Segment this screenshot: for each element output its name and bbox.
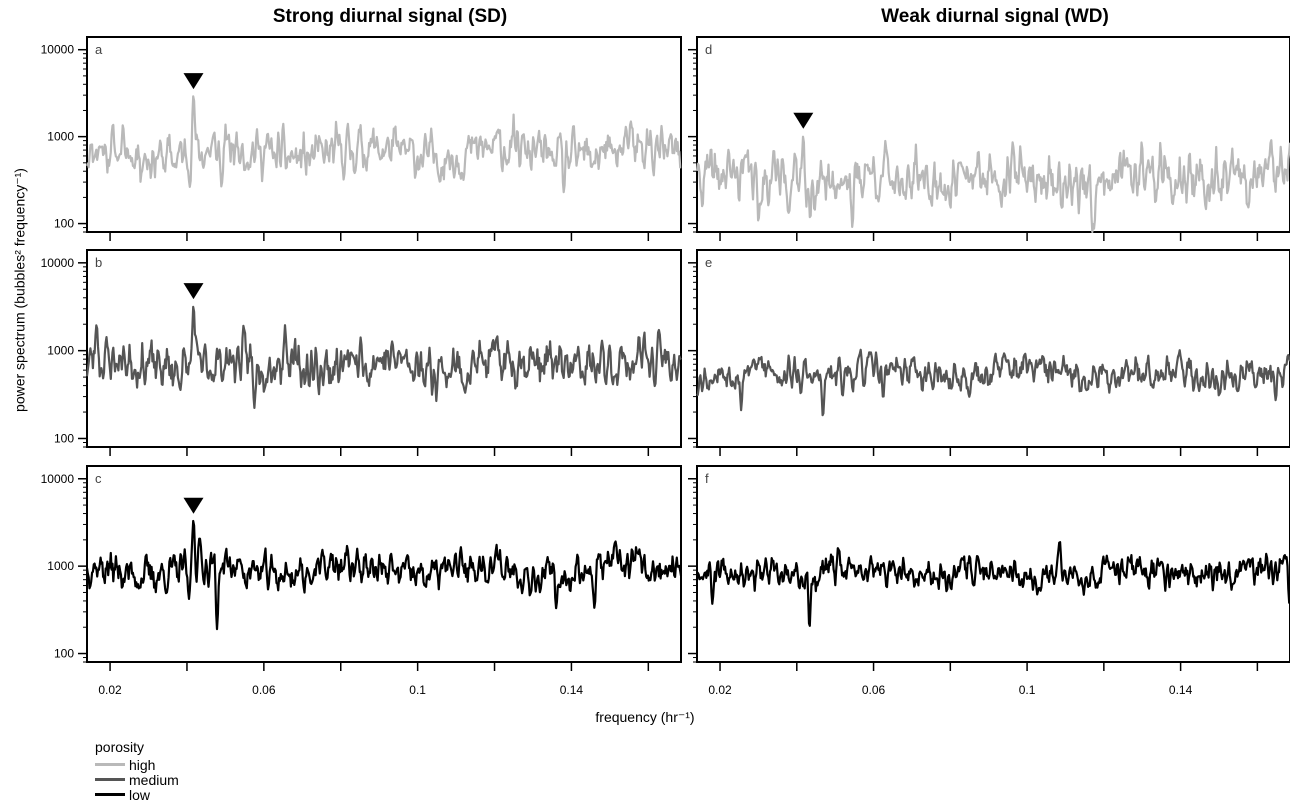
y-tick-label-b: 100: [54, 431, 74, 445]
panel-frame-c: [86, 465, 682, 663]
legend-swatch-medium: [95, 778, 125, 781]
legend-title: porosity: [95, 739, 145, 755]
x-tick-label-f: 0.14: [1169, 683, 1193, 697]
diurnal-marker-a: [183, 73, 204, 90]
series-line-e: [696, 348, 1290, 417]
x-tick-label-f: 0.1: [1019, 683, 1036, 697]
legend-item-high: high: [95, 756, 179, 773]
y-tick-label-c: 10000: [41, 472, 75, 486]
x-axis-label: frequency (hr⁻¹): [595, 709, 695, 725]
y-tick-label-c: 100: [54, 647, 74, 661]
panel-frame-e: [696, 249, 1290, 448]
legend-label-high: high: [129, 756, 156, 773]
column-title-wd: Weak diurnal signal (WD): [881, 6, 1109, 27]
x-tick-label-f: 0.02: [708, 683, 732, 697]
y-tick-label-a: 10000: [41, 43, 75, 57]
panel-label-e: e: [705, 255, 712, 270]
y-tick-label-a: 100: [54, 217, 74, 231]
diurnal-marker-d: [793, 112, 814, 129]
panel-label-b: b: [95, 255, 102, 270]
diurnal-marker-c: [183, 497, 204, 514]
series-line-a: [85, 95, 682, 194]
series-line-f: [695, 541, 1290, 627]
series-line-c: [85, 519, 683, 631]
legend-label-medium: medium: [129, 771, 179, 788]
x-tick-label-c: 0.14: [560, 683, 584, 697]
panel-frame-d: [696, 36, 1290, 233]
panel-label-c: c: [95, 471, 102, 486]
column-title-sd: Strong diurnal signal (SD): [272, 6, 508, 27]
x-tick-label-c: 0.02: [98, 683, 122, 697]
legend-swatch-high: [95, 763, 125, 766]
series-line-d: [695, 135, 1290, 234]
panel-label-a: a: [95, 42, 103, 57]
legend-item-medium: medium: [95, 771, 179, 788]
x-tick-label-c: 0.1: [409, 683, 426, 697]
panel-frame-f: [696, 465, 1290, 663]
panel-frame-b: [86, 249, 682, 448]
series-line-b: [85, 305, 682, 409]
legend-swatch-low: [95, 793, 125, 796]
y-tick-label-b: 1000: [47, 344, 74, 358]
panel-label-f: f: [705, 471, 709, 486]
diurnal-marker-b: [183, 283, 204, 300]
y-axis-label: power spectrum (bubbles² frequency⁻¹): [11, 168, 28, 412]
x-tick-label-f: 0.06: [862, 683, 886, 697]
legend-label-low: low: [129, 786, 151, 803]
panel-frame-a: [86, 36, 682, 233]
y-tick-label-c: 1000: [47, 559, 74, 573]
legend: porosity high medium low: [95, 739, 179, 803]
y-tick-label-a: 1000: [47, 130, 74, 144]
y-tick-label-b: 10000: [41, 256, 75, 270]
legend-item-low: low: [95, 786, 179, 803]
panel-label-d: d: [705, 42, 712, 57]
x-tick-label-c: 0.06: [252, 683, 276, 697]
